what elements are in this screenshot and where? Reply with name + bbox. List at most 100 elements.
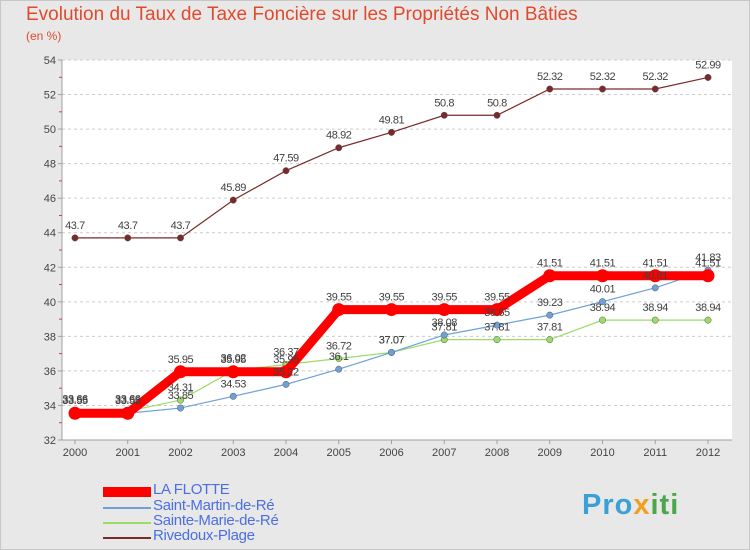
data-point-sainte-marie-de-re <box>599 316 606 324</box>
data-point-rivedoux-plage <box>440 111 448 119</box>
legend-swatch-rivedoux-plage <box>103 537 151 539</box>
data-label-la-flotte: 39.55 <box>484 292 510 304</box>
data-point-la-flotte <box>174 365 187 379</box>
data-point-rivedoux-plage <box>229 196 237 204</box>
data-point-la-flotte <box>332 303 346 317</box>
x-tick-label: 2001 <box>116 447 140 459</box>
data-label-saint-martin-de-re: 38.08 <box>431 317 457 329</box>
data-label-saint-martin-de-re: 33.55 <box>62 395 88 407</box>
data-point-rivedoux-plage <box>651 85 659 93</box>
data-label-sainte-marie-de-re: 38.94 <box>695 302 721 314</box>
data-label-la-flotte: 41.51 <box>695 258 721 270</box>
data-label-rivedoux-plage: 48.92 <box>326 130 352 142</box>
x-tick-label: 2006 <box>379 447 403 459</box>
data-label-sainte-marie-de-re: 38.94 <box>590 302 616 314</box>
data-label-rivedoux-plage: 50.8 <box>487 97 507 109</box>
data-point-sainte-marie-de-re <box>177 396 184 404</box>
data-point-saint-martin-de-re <box>599 298 606 306</box>
data-point-rivedoux-plage <box>71 234 79 242</box>
data-label-rivedoux-plage: 49.81 <box>379 114 405 126</box>
y-tick-label: 40 <box>44 297 56 309</box>
data-point-rivedoux-plage <box>124 234 132 242</box>
chart-title: Evolution du Taux de Taxe Foncière sur l… <box>26 4 578 25</box>
data-point-la-flotte <box>121 406 135 420</box>
data-point-la-flotte <box>385 303 398 317</box>
y-tick-label: 50 <box>44 124 56 136</box>
data-point-sainte-marie-de-re <box>546 336 554 344</box>
data-label-sainte-marie-de-re: 36.37 <box>273 347 299 359</box>
data-point-saint-martin-de-re <box>546 311 554 319</box>
x-tick-label: 2008 <box>485 447 509 459</box>
data-point-sainte-marie-de-re <box>493 336 501 344</box>
data-label-la-flotte: 41.51 <box>642 258 668 270</box>
data-point-la-flotte <box>279 365 293 379</box>
data-label-sainte-marie-de-re: 36.72 <box>326 340 352 352</box>
data-point-rivedoux-plage <box>704 73 712 81</box>
legend-label-sainte-marie-de-re: Sainte-Marie-de-Ré <box>153 512 279 529</box>
data-point-la-flotte <box>701 269 715 283</box>
data-label-sainte-marie-de-re: 33.66 <box>115 393 141 405</box>
data-label-sainte-marie-de-re: 38.94 <box>642 302 668 314</box>
x-tick-label: 2010 <box>590 447 614 459</box>
data-label-saint-martin-de-re: 33.55 <box>115 395 141 407</box>
data-label-saint-martin-de-re: 38.65 <box>484 307 510 319</box>
data-label-la-flotte: 39.55 <box>326 292 352 304</box>
data-label-rivedoux-plage: 47.59 <box>273 153 299 165</box>
y-axis-unit-label: (en %) <box>26 29 62 43</box>
data-label-sainte-marie-de-re: 37.81 <box>537 322 563 334</box>
y-tick-label: 48 <box>44 159 56 171</box>
data-label-la-flotte: 33.55 <box>62 395 88 407</box>
data-label-saint-martin-de-re: 40.81 <box>642 270 668 282</box>
data-point-rivedoux-plage <box>546 85 554 93</box>
data-label-sainte-marie-de-re: 37.07 <box>379 334 405 346</box>
data-point-sainte-marie-de-re <box>335 355 343 362</box>
data-point-saint-martin-de-re <box>651 284 659 292</box>
data-point-la-flotte <box>543 269 557 283</box>
data-point-rivedoux-plage <box>599 85 606 93</box>
data-point-rivedoux-plage <box>493 111 501 119</box>
data-point-saint-martin-de-re <box>388 348 395 356</box>
data-point-la-flotte <box>68 406 82 420</box>
data-point-saint-martin-de-re <box>335 365 343 373</box>
legend-label-saint-martin-de-re: Saint-Martin-de-Ré <box>153 497 275 514</box>
legend-label-la-flotte: LA FLOTTE <box>153 481 230 498</box>
data-label-sainte-marie-de-re: 37.81 <box>431 322 457 334</box>
data-point-la-flotte <box>596 269 609 283</box>
data-label-la-flotte: 33.55 <box>115 395 141 407</box>
data-label-la-flotte: 35.95 <box>168 354 194 366</box>
data-label-sainte-marie-de-re: 34.31 <box>168 382 194 394</box>
data-label-saint-martin-de-re: 33.85 <box>168 390 194 402</box>
data-point-sainte-marie-de-re <box>704 316 712 324</box>
x-tick-label: 2007 <box>432 447 456 459</box>
data-point-la-flotte <box>437 303 451 317</box>
y-tick-label: 38 <box>44 331 56 343</box>
data-label-rivedoux-plage: 52.32 <box>590 71 616 83</box>
legend-swatch-saint-martin-de-re <box>103 507 151 509</box>
data-point-rivedoux-plage <box>177 234 184 242</box>
x-tick-label: 2012 <box>696 447 720 459</box>
y-tick-label: 46 <box>44 193 56 205</box>
data-point-rivedoux-plage <box>388 128 395 136</box>
data-label-saint-martin-de-re: 34.53 <box>220 378 246 390</box>
data-label-rivedoux-plage: 43.7 <box>171 220 191 232</box>
data-label-la-flotte: 41.51 <box>537 258 563 270</box>
x-tick-label: 2000 <box>63 447 87 459</box>
data-label-saint-martin-de-re: 41.83 <box>695 252 721 264</box>
data-label-la-flotte: 39.55 <box>379 292 405 304</box>
data-point-saint-martin-de-re <box>282 380 290 388</box>
data-point-rivedoux-plage <box>335 144 343 152</box>
data-label-rivedoux-plage: 52.99 <box>695 59 721 71</box>
data-point-saint-martin-de-re <box>440 331 448 339</box>
data-point-la-flotte <box>226 365 240 379</box>
data-label-sainte-marie-de-re: 37.81 <box>484 322 510 334</box>
data-label-rivedoux-plage: 52.32 <box>537 71 563 83</box>
y-tick-label: 36 <box>44 366 56 378</box>
x-tick-label: 2011 <box>643 447 667 459</box>
data-label-saint-martin-de-re: 36.1 <box>329 351 349 363</box>
data-label-la-flotte: 41.51 <box>590 258 616 270</box>
x-tick-label: 2005 <box>327 447 351 459</box>
data-label-la-flotte: 39.55 <box>431 292 457 304</box>
data-label-saint-martin-de-re: 35.22 <box>273 366 299 378</box>
data-label-sainte-marie-de-re: 33.66 <box>62 393 88 405</box>
